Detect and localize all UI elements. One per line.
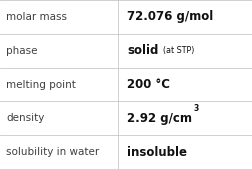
Text: molar mass: molar mass	[6, 12, 67, 22]
Text: melting point: melting point	[6, 79, 76, 90]
Text: solubility in water: solubility in water	[6, 147, 100, 157]
Text: 2.92 g/cm: 2.92 g/cm	[127, 112, 192, 125]
Text: phase: phase	[6, 46, 38, 56]
Text: (at STP): (at STP)	[163, 46, 195, 55]
Text: insoluble: insoluble	[127, 146, 187, 159]
Text: 200 °C: 200 °C	[127, 78, 170, 91]
Text: density: density	[6, 113, 45, 123]
Text: solid: solid	[127, 44, 159, 57]
Text: 3: 3	[194, 104, 199, 113]
Text: 72.076 g/mol: 72.076 g/mol	[127, 10, 213, 23]
